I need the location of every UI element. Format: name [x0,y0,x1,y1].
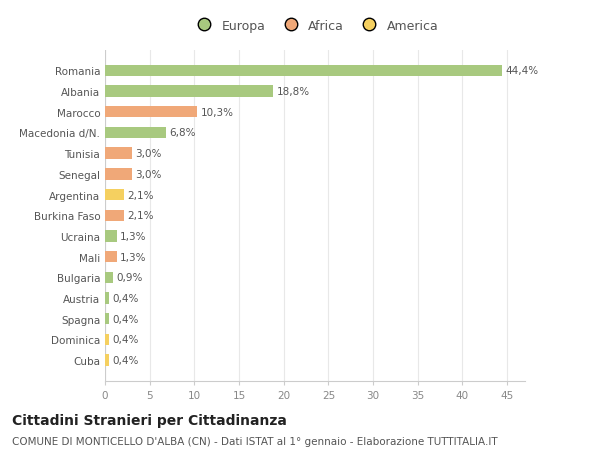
Text: 0,4%: 0,4% [112,335,139,345]
Text: 3,0%: 3,0% [136,149,162,159]
Legend: Europa, Africa, America: Europa, Africa, America [187,15,443,38]
Text: 2,1%: 2,1% [127,211,154,221]
Text: Cittadini Stranieri per Cittadinanza: Cittadini Stranieri per Cittadinanza [12,413,287,427]
Text: 10,3%: 10,3% [200,107,233,118]
Text: 0,4%: 0,4% [112,314,139,324]
Text: 3,0%: 3,0% [136,169,162,179]
Bar [105,252,116,263]
Bar [105,86,273,97]
Bar [105,66,502,77]
Bar [105,190,124,201]
Bar [105,293,109,304]
Text: 1,3%: 1,3% [120,231,146,241]
Bar [105,313,109,325]
Bar [105,272,113,283]
Text: COMUNE DI MONTICELLO D'ALBA (CN) - Dati ISTAT al 1° gennaio - Elaborazione TUTTI: COMUNE DI MONTICELLO D'ALBA (CN) - Dati … [12,436,497,446]
Text: 6,8%: 6,8% [169,128,196,138]
Text: 2,1%: 2,1% [127,190,154,200]
Bar [105,169,132,180]
Text: 44,4%: 44,4% [505,66,538,76]
Bar [105,334,109,345]
Text: 0,4%: 0,4% [112,355,139,365]
Text: 1,3%: 1,3% [120,252,146,262]
Text: 18,8%: 18,8% [277,87,310,97]
Bar [105,148,132,159]
Bar [105,355,109,366]
Bar [105,210,124,221]
Text: 0,9%: 0,9% [116,273,143,283]
Text: 0,4%: 0,4% [112,293,139,303]
Bar [105,128,166,139]
Bar [105,107,197,118]
Bar [105,231,116,242]
